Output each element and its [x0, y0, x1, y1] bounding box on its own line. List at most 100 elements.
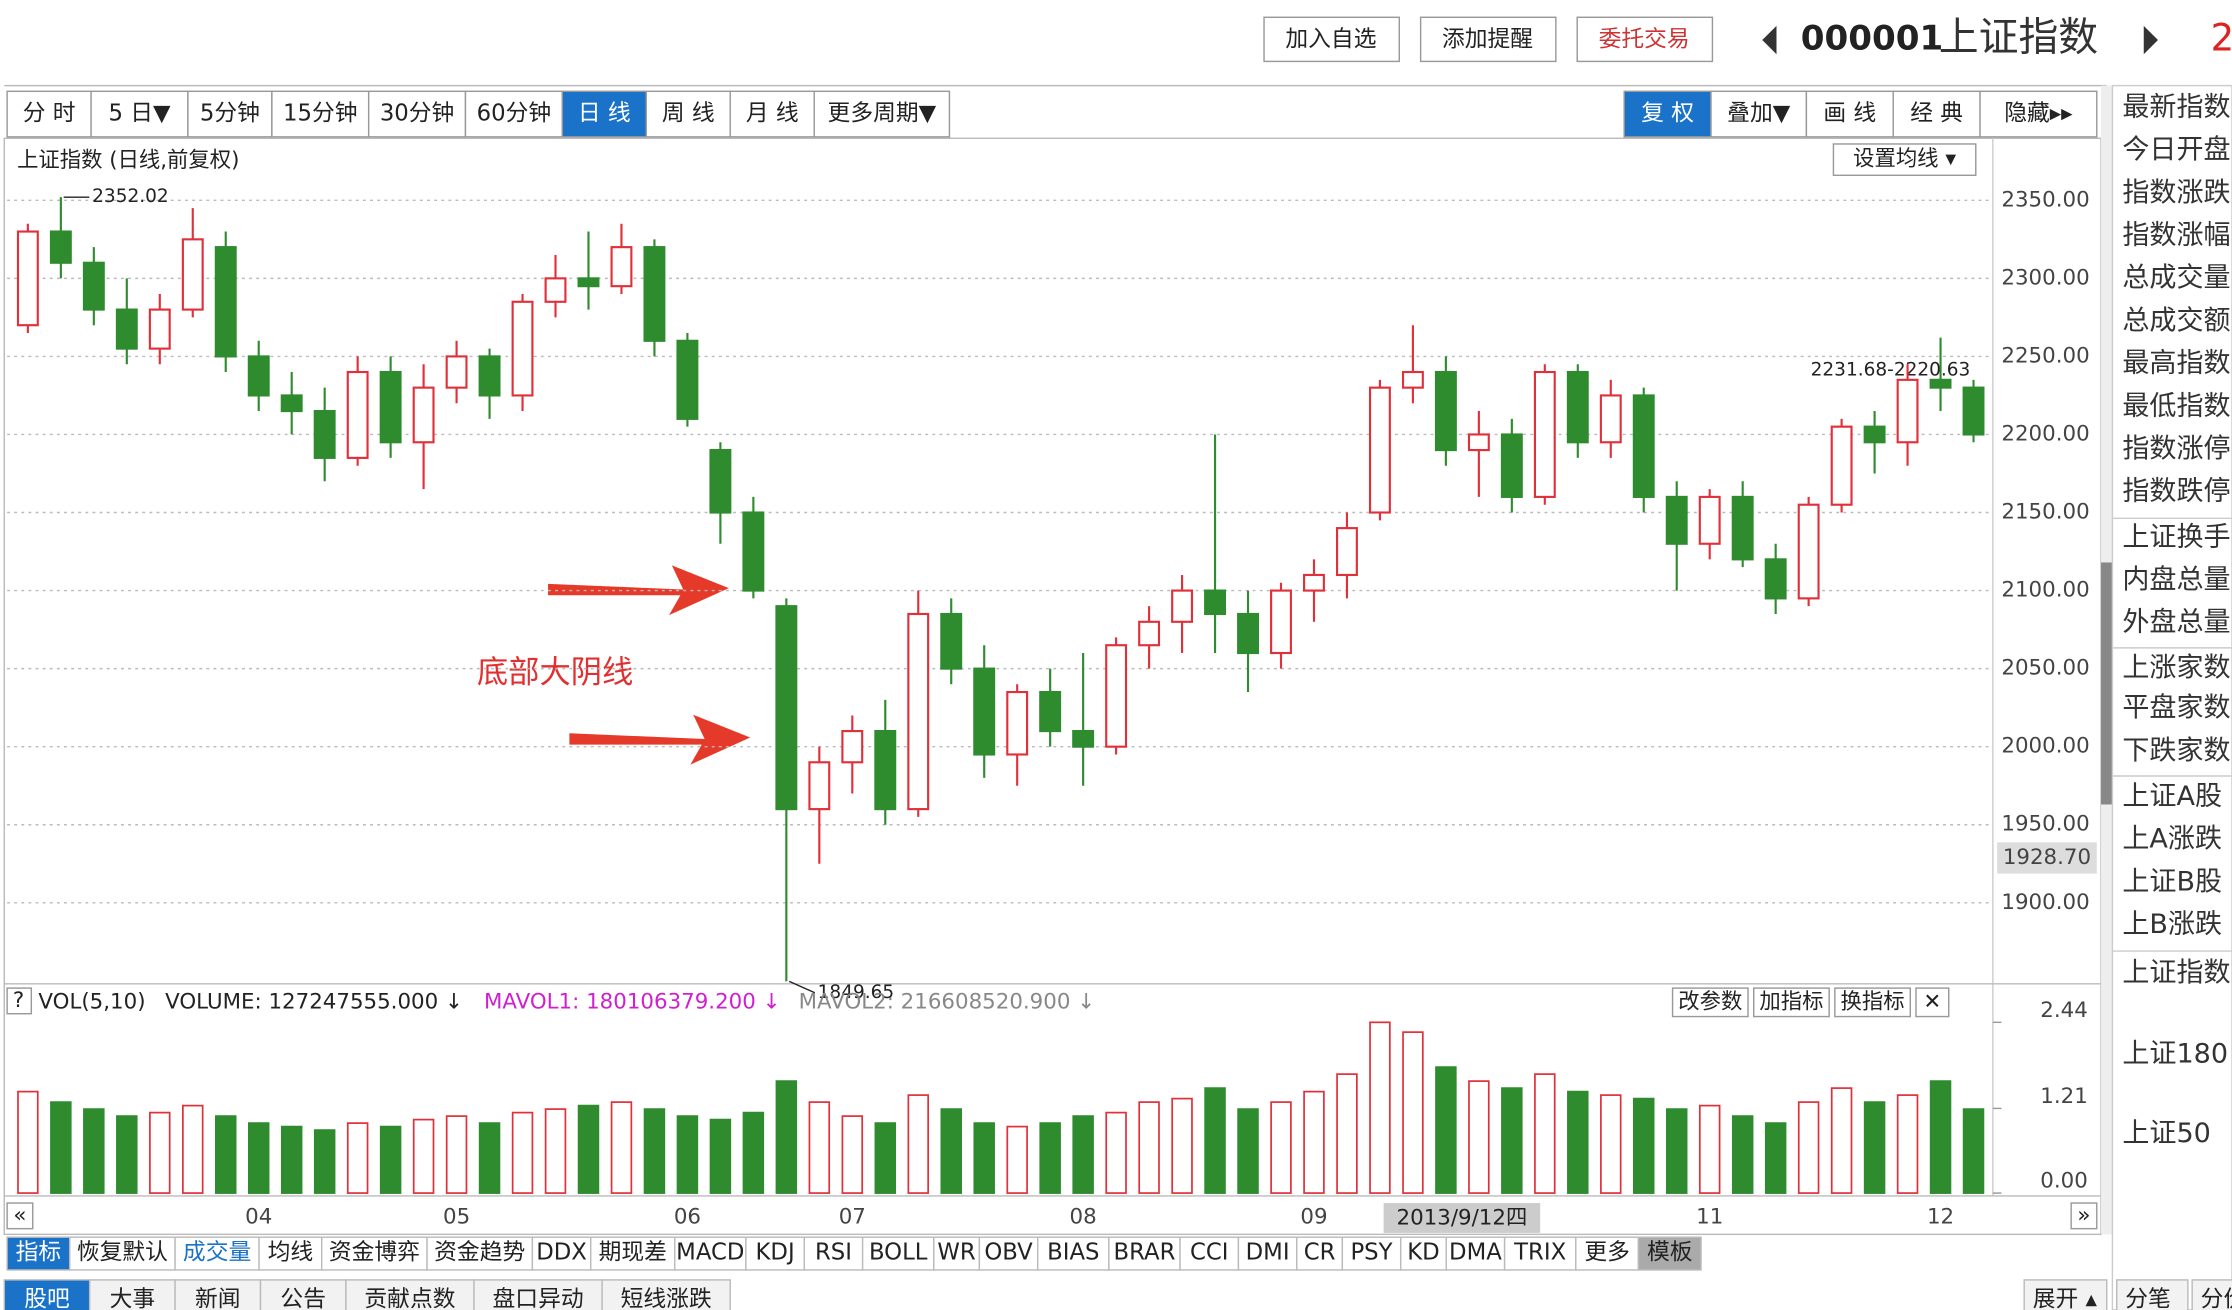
period-tab[interactable]: [6, 90, 92, 138]
period-tab-label[interactable]: 15分钟: [283, 101, 358, 127]
help[interactable]: [6, 987, 33, 1015]
period-tab-label[interactable]: 分 时: [23, 101, 76, 127]
period-tab-label[interactable]: 周 线: [662, 101, 715, 127]
indicator-tab-label[interactable]: DMI: [1246, 1239, 1290, 1265]
indicator-tab[interactable]: [1036, 1236, 1110, 1271]
indicator-tab[interactable]: [1341, 1236, 1402, 1271]
indicator-tab-label[interactable]: 指标: [16, 1239, 62, 1265]
indicator-tab-label[interactable]: BIAS: [1047, 1239, 1099, 1265]
bottom-right-tab[interactable]: [2191, 1279, 2232, 1310]
bottom-tab[interactable]: [473, 1279, 603, 1310]
indicator-tab[interactable]: [69, 1236, 176, 1271]
indicator-tab[interactable]: [258, 1236, 323, 1271]
tool-button[interactable]: [1979, 90, 2098, 138]
period-tab-label[interactable]: 月 线: [746, 101, 799, 127]
next[interactable]: [2143, 25, 2158, 55]
indicator-tab[interactable]: [745, 1236, 805, 1271]
indicator-tab-label[interactable]: 期现差: [599, 1239, 667, 1265]
bottom-tab-label[interactable]: 公告: [280, 1286, 326, 1310]
indicator-tab-label[interactable]: 资金趋势: [434, 1239, 525, 1265]
indicator-tab-label[interactable]: CR: [1304, 1239, 1336, 1265]
indicator-tab-label[interactable]: 模板: [1647, 1239, 1693, 1265]
help-icon[interactable]: ?: [13, 988, 24, 1013]
bottom-tab[interactable]: [345, 1279, 475, 1310]
volume-button-label[interactable]: ✕: [1923, 989, 1941, 1014]
indicator-tab-label[interactable]: MACD: [676, 1239, 744, 1265]
tool-button[interactable]: [1805, 90, 1894, 138]
indicator-tab-label[interactable]: RSI: [815, 1239, 852, 1265]
bottom-right-tab[interactable]: [2115, 1279, 2189, 1310]
period-tab[interactable]: [464, 90, 563, 138]
bottom-tab-label[interactable]: 股吧: [24, 1286, 70, 1310]
header-button[interactable]: [1419, 16, 1557, 63]
period-tab[interactable]: [367, 90, 467, 138]
tool-button-label[interactable]: 画 线: [1823, 101, 1876, 127]
period-tab[interactable]: [187, 90, 273, 138]
prev[interactable]: [1762, 25, 1777, 55]
period-tab-label[interactable]: 5 日▼: [109, 101, 171, 127]
period-tab[interactable]: [561, 90, 647, 138]
indicator-tab-label[interactable]: WR: [937, 1239, 976, 1265]
indicator-tab-label[interactable]: 资金博弈: [329, 1239, 420, 1265]
indicator-tab-label[interactable]: 更多: [1584, 1239, 1630, 1265]
period-tab[interactable]: [90, 90, 189, 138]
bottom-right-tab[interactable]: [2023, 1279, 2108, 1310]
period-tab[interactable]: [645, 90, 731, 138]
volume-button[interactable]: [1834, 987, 1912, 1018]
period-tab[interactable]: [729, 90, 815, 138]
bottom-tab[interactable]: [601, 1279, 731, 1310]
ma-button-label[interactable]: 设置均线 ▾: [1853, 147, 1956, 172]
indicator-tab-label[interactable]: DDX: [536, 1239, 587, 1265]
bottom-tab[interactable]: [3, 1279, 91, 1310]
volume-button-label[interactable]: 加指标: [1759, 989, 1823, 1014]
period-tab-label[interactable]: 60分钟: [477, 101, 551, 127]
indicator-tab[interactable]: [174, 1236, 260, 1271]
scroll-left-icon[interactable]: «: [13, 1203, 26, 1228]
scroll-right-icon[interactable]: »: [2077, 1203, 2090, 1228]
indicator-tab[interactable]: [320, 1236, 428, 1271]
volume-button[interactable]: [1671, 987, 1749, 1018]
bottom-right-label[interactable]: 分笔: [2125, 1286, 2171, 1310]
period-tab-label[interactable]: 30分钟: [380, 101, 455, 127]
indicator-tab-label[interactable]: KD: [1407, 1239, 1439, 1265]
ma-button[interactable]: [1832, 143, 1977, 177]
indicator-tab-label[interactable]: CCI: [1190, 1239, 1229, 1265]
indicator-tab[interactable]: [803, 1236, 864, 1271]
bottom-tab-label[interactable]: 短线涨跌: [621, 1286, 712, 1310]
volume-button[interactable]: [1915, 987, 1950, 1018]
tool-button[interactable]: [1892, 90, 1981, 138]
indicator-tab[interactable]: [426, 1236, 534, 1271]
tool-button[interactable]: [1623, 90, 1712, 138]
indicator-tab-label[interactable]: 均线: [268, 1239, 314, 1265]
indicator-tab[interactable]: [1237, 1236, 1298, 1271]
bottom-tab[interactable]: [88, 1279, 176, 1310]
bottom-tab-label[interactable]: 大事: [110, 1286, 156, 1310]
period-tab-label[interactable]: 5分钟: [200, 101, 260, 127]
header-button-label[interactable]: 添加提醒: [1442, 27, 1533, 53]
indicator-tab-label[interactable]: KDJ: [755, 1239, 794, 1265]
scroll-right[interactable]: [2070, 1202, 2098, 1230]
tool-button-label[interactable]: 叠加▼: [1727, 101, 1791, 127]
volume-button[interactable]: [1753, 987, 1830, 1018]
indicator-tab[interactable]: [1108, 1236, 1181, 1271]
indicator-tab[interactable]: [590, 1236, 676, 1271]
indicator-tab[interactable]: [6, 1236, 71, 1271]
indicator-tab-label[interactable]: DMA: [1449, 1239, 1502, 1265]
indicator-tab-label[interactable]: BRAR: [1114, 1239, 1176, 1265]
bottom-tab-label[interactable]: 盘口异动: [493, 1286, 584, 1310]
indicator-tab-label[interactable]: TRIX: [1513, 1239, 1566, 1265]
indicator-tab[interactable]: [674, 1236, 747, 1271]
indicator-tab-label[interactable]: 恢复默认: [77, 1239, 168, 1265]
period-tab[interactable]: [271, 90, 370, 138]
indicator-tab-label[interactable]: PSY: [1350, 1239, 1392, 1265]
indicator-tab-label[interactable]: OBV: [984, 1239, 1033, 1265]
header-button-label[interactable]: 加入自选: [1285, 27, 1376, 53]
header-button[interactable]: [1576, 16, 1714, 63]
volume-button-label[interactable]: 换指标: [1841, 989, 1905, 1014]
indicator-tab[interactable]: [933, 1236, 981, 1271]
indicator-tab[interactable]: [531, 1236, 592, 1271]
scroll-thumb[interactable]: [2101, 562, 2113, 805]
period-tab-label[interactable]: 日 线: [578, 101, 631, 127]
bottom-right-label[interactable]: 展开 ▴: [2033, 1286, 2098, 1310]
period-tab[interactable]: [813, 90, 951, 138]
